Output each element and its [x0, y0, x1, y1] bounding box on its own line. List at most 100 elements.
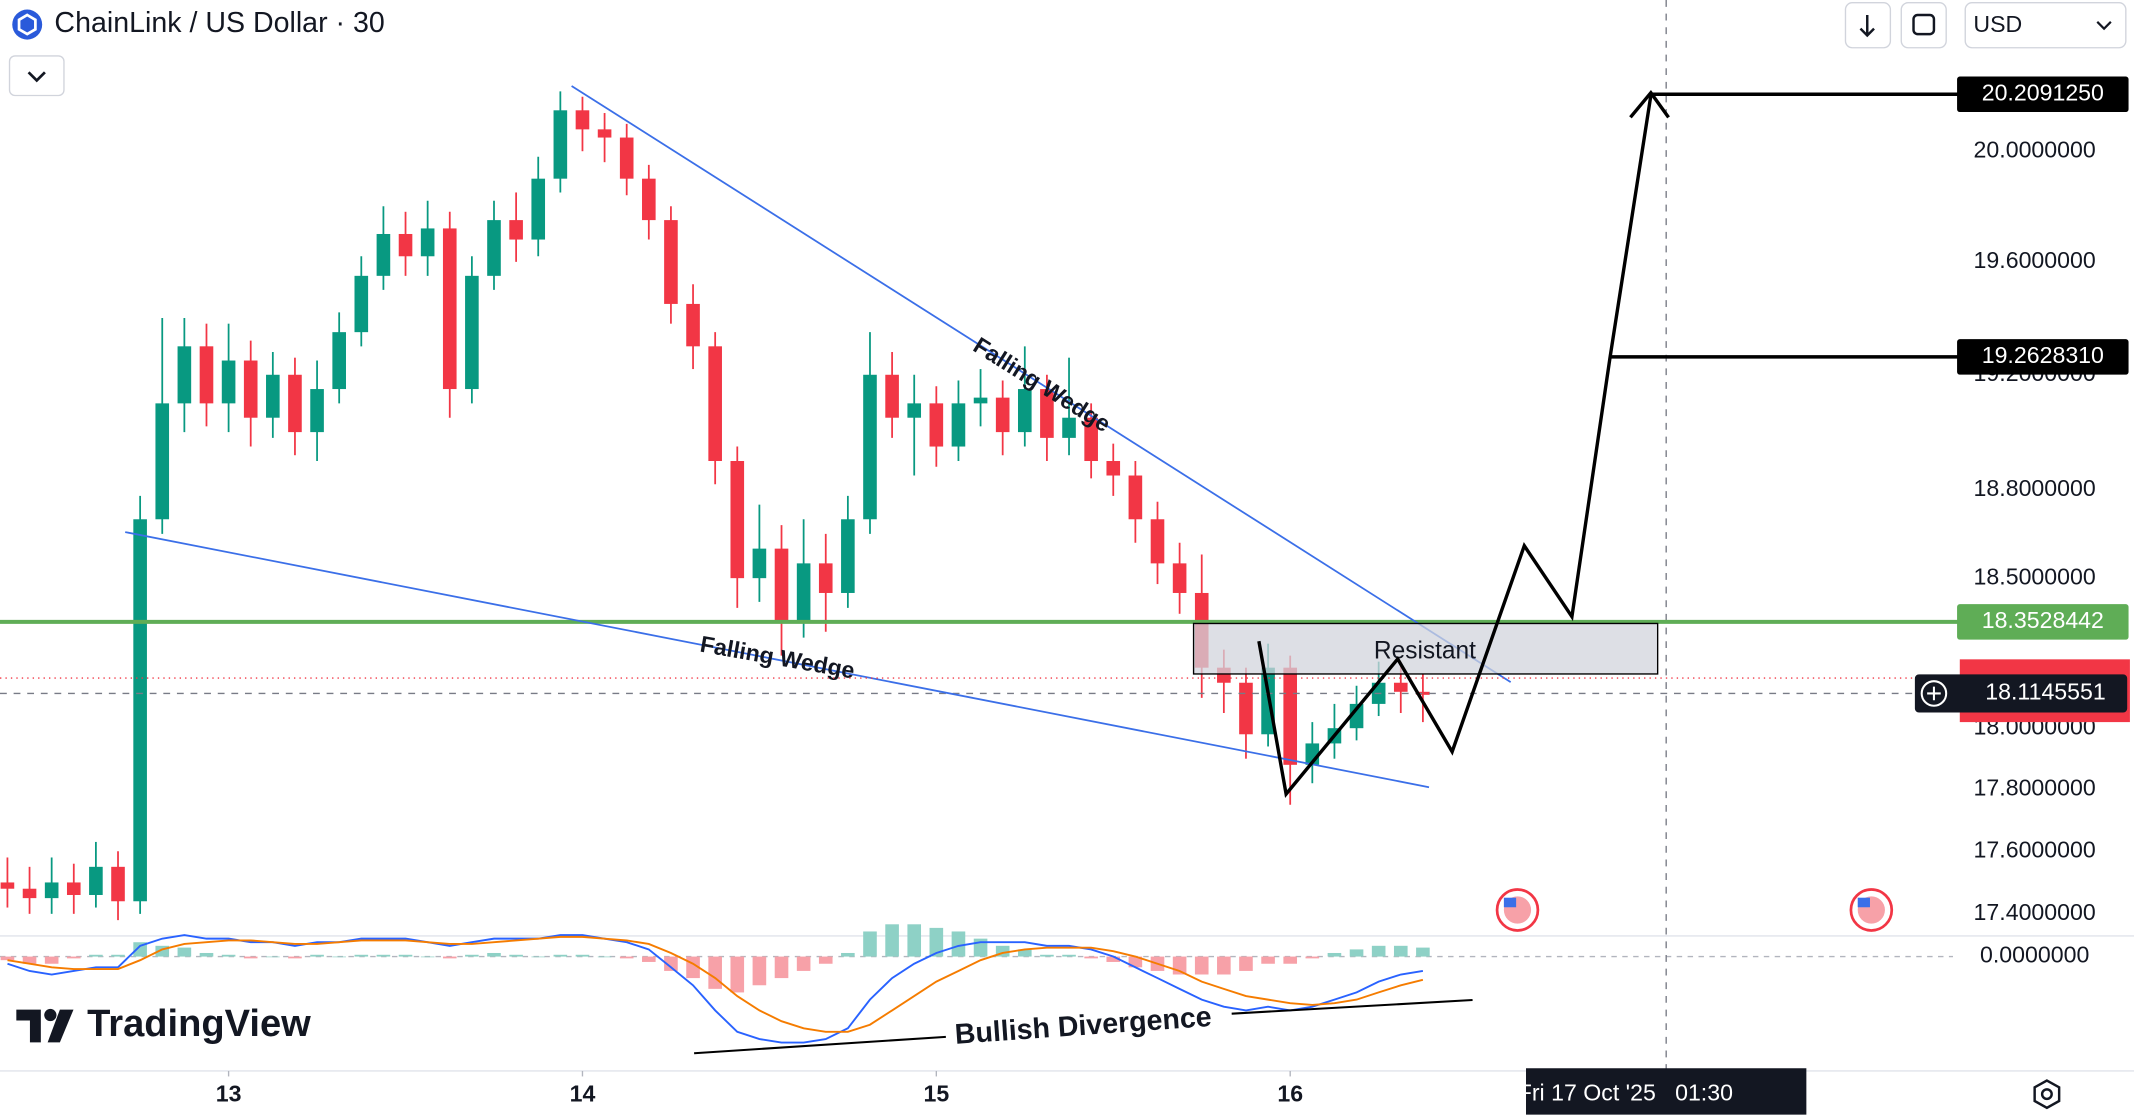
candle-body	[1172, 563, 1187, 593]
histogram-bar	[708, 956, 722, 989]
candle-body	[1239, 682, 1253, 735]
level-label: 18.3528442	[1982, 607, 2104, 633]
plot-area	[0, 0, 1960, 1071]
histogram-bar	[199, 952, 214, 957]
candle-body	[1106, 461, 1121, 476]
histogram-bar	[1084, 956, 1098, 959]
candle-body	[973, 397, 988, 404]
resistance-box	[1192, 622, 1659, 675]
histogram-bar	[1217, 956, 1231, 975]
histogram-bar	[465, 954, 479, 957]
histogram-bar	[1062, 954, 1076, 957]
candle-body	[155, 403, 170, 520]
histogram-bar	[1194, 956, 1209, 975]
x-tick-label: 14	[570, 1081, 596, 1107]
candle-body	[708, 346, 722, 462]
histogram-bar	[0, 956, 15, 961]
candle-body	[465, 275, 479, 390]
histogram-bar	[929, 927, 944, 957]
histogram-bar	[1239, 956, 1253, 971]
candle-body	[310, 389, 324, 433]
histogram-bar	[1416, 947, 1430, 957]
candle-body	[818, 563, 833, 593]
symbol-logo	[12, 9, 43, 40]
event-flag[interactable]	[1495, 888, 1540, 932]
level-label: 19.2628310	[1982, 342, 2104, 368]
collapse-button[interactable]	[8, 55, 65, 97]
brand-name: TradingView	[87, 1002, 311, 1045]
histogram-bar	[752, 956, 767, 986]
histogram-bar	[1371, 945, 1386, 957]
histogram-bar	[642, 956, 656, 962]
candle-body	[354, 275, 369, 333]
signal-line	[7, 935, 1424, 1033]
candle-body	[221, 360, 236, 404]
currency-select[interactable]	[1964, 2, 2127, 49]
candle-body	[951, 403, 966, 447]
select-chevron	[2096, 21, 2112, 31]
histogram-bar	[818, 956, 833, 964]
histogram-bar	[354, 954, 369, 957]
histogram-bar	[1261, 956, 1275, 964]
y-tick-label: 0.0000000	[1980, 942, 2089, 968]
histogram-bar	[1106, 956, 1121, 962]
histogram-bar	[1128, 956, 1143, 968]
add-alert-plus	[1927, 686, 1941, 701]
download-icon	[1859, 15, 1875, 38]
histogram-bar	[1393, 945, 1408, 957]
histogram-bar	[575, 954, 590, 957]
histogram-bar	[995, 945, 1010, 957]
candle-body	[730, 461, 745, 579]
candle-body	[1349, 703, 1364, 729]
level-label: 20.2091250	[1982, 79, 2104, 105]
candle-body	[0, 882, 15, 889]
histogram-bar	[221, 954, 236, 957]
histogram-bar	[398, 954, 413, 957]
candle-body	[89, 866, 103, 895]
candle-body	[243, 360, 258, 418]
histogram-bar	[907, 924, 922, 957]
candle-body	[22, 888, 37, 899]
y-tick-label: 17.8000000	[1974, 774, 2096, 800]
settings-button[interactable]	[2033, 1079, 2061, 1110]
event-flag[interactable]	[1849, 888, 1894, 932]
divergence-line	[1231, 999, 1473, 1015]
crosshair-time-tag	[1526, 1068, 1807, 1115]
annotation: Resistant	[1374, 638, 1476, 665]
histogram-bar	[553, 954, 568, 957]
candle-body	[575, 110, 590, 130]
candle-body	[133, 519, 147, 902]
histogram-bar	[310, 954, 324, 957]
histogram-bar	[89, 954, 103, 957]
histogram-bar	[487, 952, 501, 957]
chevron-icon	[27, 71, 46, 83]
histogram-bar	[288, 956, 302, 959]
crosshair-time-label: Fri 17 Oct '25 01:30	[1518, 1079, 1733, 1105]
last-price-label: 18.1145551	[1985, 679, 2105, 705]
candle-body	[44, 882, 59, 899]
candle-body	[288, 374, 302, 433]
histogram-bar	[1040, 954, 1054, 957]
histogram-bar	[44, 956, 59, 964]
candle-body	[199, 346, 214, 404]
axis-overlay: 17.400000017.600000017.800000018.0000000…	[216, 76, 2130, 1115]
fullscreen-button[interactable]	[1900, 2, 1947, 49]
wedge-line	[125, 531, 1430, 789]
candle-body	[686, 303, 700, 347]
candle-body	[1283, 667, 1298, 765]
candle-body	[1017, 389, 1032, 433]
candle-body	[597, 129, 612, 138]
histogram-bar	[730, 956, 745, 993]
histogram-bar	[1327, 952, 1342, 957]
histogram-bar	[841, 952, 855, 957]
histogram-bar	[951, 931, 966, 957]
candle-body	[796, 563, 811, 623]
histogram-bar	[442, 956, 457, 959]
candle-body	[907, 403, 922, 418]
candle-body	[1084, 417, 1098, 462]
y-tick-label: 20.0000000	[1974, 136, 2096, 162]
y-tick-label: 17.6000000	[1974, 836, 2096, 862]
histogram-bar	[1017, 949, 1032, 957]
candle-body	[929, 403, 944, 447]
